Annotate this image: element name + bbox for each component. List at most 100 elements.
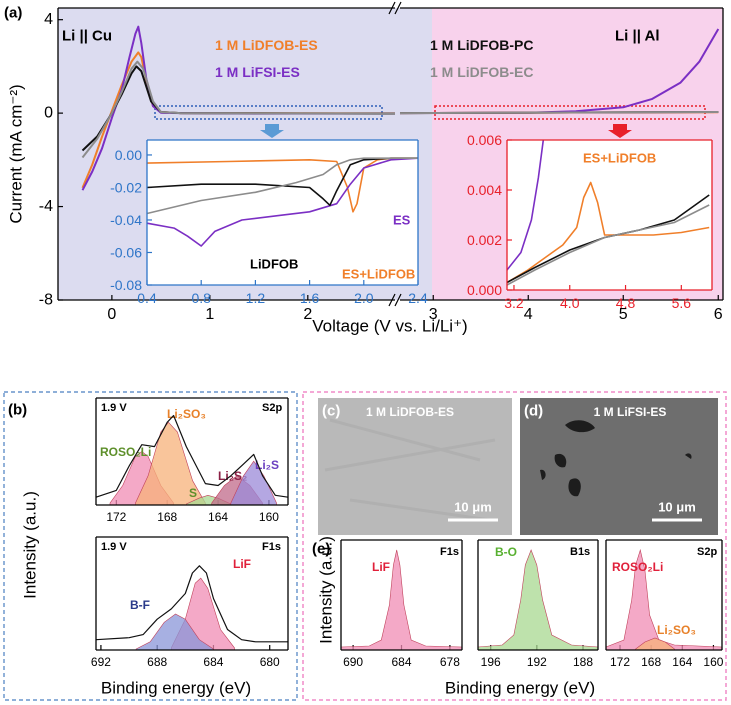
peak-label: B-O [495, 545, 517, 559]
y-tick-label: 4 [44, 11, 53, 28]
curve [146, 157, 419, 247]
y-tick-label: -0.04 [110, 212, 142, 228]
peak-label: B-F [130, 598, 150, 612]
annotation: F1s [440, 546, 459, 558]
x-tick-label: 684 [391, 655, 411, 669]
y-tick-label: 0.000 [467, 282, 502, 298]
x-tick-label: 678 [440, 655, 460, 669]
annotation: ES [393, 213, 411, 228]
y-tick-label: -0.06 [110, 244, 142, 260]
x-tick-label: 688 [147, 655, 167, 669]
y-tick-label: 0.002 [467, 232, 502, 248]
x-tick-label: 5 [619, 306, 628, 323]
curve [506, 139, 545, 271]
peak-label: Li₂SO₃ [657, 623, 696, 637]
peak-label: Li₂SO₃ [167, 407, 206, 421]
x-axis-label: Binding energy (eV) [445, 679, 595, 698]
x-tick-label: 2.0 [354, 290, 374, 306]
x-axis-label: Binding energy (eV) [101, 679, 251, 698]
y-tick-label: -8 [39, 292, 53, 309]
annotation: ES+LiDFOB [583, 151, 656, 166]
x-tick-label: 0.8 [191, 290, 211, 306]
panel-label: (e) [312, 541, 330, 558]
x-tick-label: 188 [573, 655, 593, 669]
x-tick-label: 1.6 [300, 290, 320, 306]
x-tick-label: 0 [107, 306, 116, 323]
zoom-arrow [260, 124, 284, 138]
peak-label: ROSO₂Li [100, 445, 151, 459]
x-tick-label: 2 [303, 306, 312, 323]
x-tick-label: 684 [203, 655, 223, 669]
panel-label: (b) [8, 402, 27, 419]
annotation: S2p [262, 402, 282, 414]
annotation: Li || Al [615, 28, 660, 45]
curve [95, 565, 288, 643]
curve [506, 204, 710, 286]
annotation: 1.9 V [101, 402, 127, 414]
x-tick-label: 172 [610, 655, 630, 669]
y-tick-label: -0.02 [110, 179, 142, 195]
x-tick-label: 160 [259, 510, 279, 524]
annotation: Li || Cu [62, 28, 112, 45]
panel-b-box [3, 391, 298, 701]
curve [95, 414, 289, 498]
x-axis-label: Voltage (V vs. Li/Li⁺) [312, 317, 467, 336]
peak-label: Li₂S [255, 458, 279, 472]
scale-label: 10 μm [658, 500, 696, 515]
sem-image [520, 398, 718, 535]
annotation: S2p [697, 546, 717, 558]
panel-label: (c) [322, 403, 340, 420]
annotation: LiDFOB [250, 257, 298, 272]
x-tick-label: 1 [205, 306, 214, 323]
x-tick-label: 4 [524, 306, 533, 323]
y-axis-label: Current (mA cm⁻²) [7, 84, 26, 223]
x-tick-label: 168 [641, 655, 661, 669]
curve [399, 111, 719, 115]
legend-entry: 1 M LiDFOB-PC [430, 37, 533, 53]
y-tick-label: 0.00 [115, 147, 142, 163]
x-tick-label: 4.0 [560, 295, 580, 311]
peak-label: LiF [372, 560, 390, 574]
annotation: B1s [570, 546, 590, 558]
y-tick-label: -0.08 [110, 277, 142, 293]
sem-label: 1 M LiDFOB-ES [366, 405, 454, 419]
curve [506, 181, 710, 284]
x-tick-label: 0.4 [137, 290, 157, 306]
legend-entry: 1 M LiFSI-ES [215, 64, 300, 80]
panel-e-box [302, 391, 727, 701]
x-tick-label: 160 [703, 655, 723, 669]
annotation: F1s [262, 541, 281, 553]
x-tick-label: 2.4 [408, 290, 428, 306]
axis-break [388, 1, 402, 307]
curve [81, 60, 396, 159]
y-tick-label: -4 [39, 198, 53, 215]
y-tick-label: 0.006 [467, 132, 502, 148]
curve [146, 157, 418, 215]
x-tick-label: 192 [527, 655, 547, 669]
x-tick-label: 172 [106, 510, 126, 524]
peak-area [340, 549, 463, 651]
y-axis-label: Intensity (a.u.) [21, 491, 40, 599]
x-tick-label: 196 [481, 655, 501, 669]
x-tick-label: 5.6 [672, 295, 692, 311]
legend-entry: 1 M LiDFOB-ES [215, 37, 318, 53]
x-tick-label: 680 [260, 655, 280, 669]
annotation: 1.9 V [101, 541, 127, 553]
peak-label: LiF [233, 557, 251, 571]
y-axis-label: Intensity (a.u.) [317, 536, 336, 644]
annotation: ES+LiDFOB [342, 267, 415, 282]
x-tick-label: 6 [714, 306, 723, 323]
x-tick-label: 4.8 [616, 295, 636, 311]
scale-label: 10 μm [454, 500, 492, 515]
y-tick-label: 0.004 [467, 182, 502, 198]
inset-background [147, 140, 418, 285]
zoom-arrow [608, 124, 632, 138]
x-tick-label: 3.2 [504, 295, 524, 311]
sem-label: 1 M LiFSI-ES [594, 405, 667, 419]
peak-label: ROSO₂Li [612, 560, 663, 574]
x-tick-label: 168 [157, 510, 177, 524]
x-tick-label: 164 [208, 510, 228, 524]
legend-entry: 1 M LiDFOB-EC [430, 64, 533, 80]
sem-texture [324, 418, 496, 522]
